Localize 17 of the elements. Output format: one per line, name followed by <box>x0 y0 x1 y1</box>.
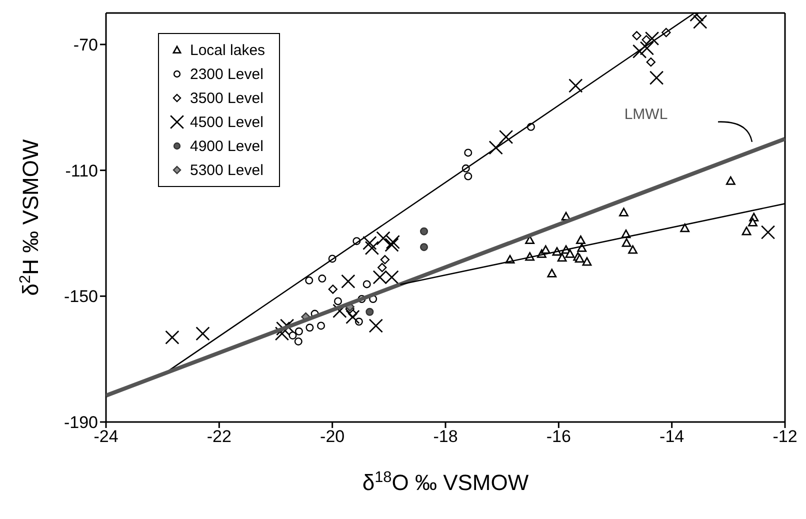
text: LMWL <box>624 106 668 123</box>
x-axis-title: δ$^{18}$O ‰ VSMOW <box>362 468 529 495</box>
legend-label: 4500 Level <box>190 114 264 130</box>
legend-label: 2300 Level <box>190 66 264 82</box>
x-tick-label: -20 <box>320 427 345 446</box>
y-tick-label: -150 <box>64 287 98 306</box>
legend-label: 3500 Level <box>190 90 264 106</box>
legend-label: Local lakes <box>190 42 266 58</box>
x-tick-label: -16 <box>546 427 571 446</box>
x-tick-label: -14 <box>660 427 684 446</box>
x-tick-label: -12 <box>772 427 798 446</box>
y-tick-label: -70 <box>73 35 98 54</box>
legend-label: 4900 Level <box>190 138 264 154</box>
y-tick-label: -110 <box>65 161 98 180</box>
legend-label: 5300 Level <box>190 162 264 178</box>
x-tick-label: -18 <box>433 427 458 446</box>
x-tick-label: -22 <box>206 427 232 446</box>
